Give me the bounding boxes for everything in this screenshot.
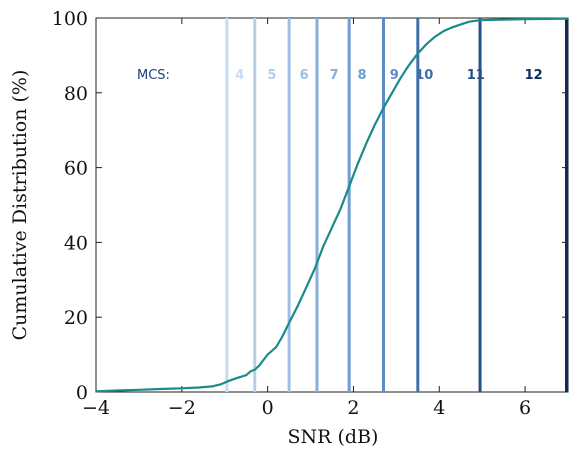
mcs-label: 9 [390, 68, 399, 83]
mcs-label: 4 [235, 68, 244, 83]
mcs-label: 8 [358, 68, 367, 83]
y-tick-label: 60 [64, 158, 88, 180]
mcs-label: 5 [267, 68, 276, 83]
mcs-label: 11 [467, 68, 485, 83]
mcs-prefix-label: MCS: [137, 68, 170, 83]
y-tick-label: 80 [64, 83, 88, 105]
cdf-line [95, 17, 569, 393]
y-tick-label: 40 [64, 232, 88, 254]
mcs-label: 10 [415, 68, 433, 83]
x-tick-label: −2 [168, 397, 196, 419]
x-tick-label: 0 [262, 397, 274, 419]
x-tick-label: −4 [82, 397, 110, 419]
x-tick-label: 6 [519, 397, 531, 419]
y-axis-title: Cumulative Distribution (%) [9, 70, 31, 341]
x-tick-label: 2 [347, 397, 359, 419]
y-tick-label: 20 [64, 307, 88, 329]
mcs-label: 7 [330, 68, 339, 83]
x-tick-label: 4 [433, 397, 445, 419]
mcs-label: 12 [525, 68, 543, 83]
mcs-label: 6 [300, 68, 309, 83]
y-tick-label: 0 [76, 382, 88, 404]
y-tick-label: 100 [52, 8, 88, 30]
x-axis-title: SNR (dB) [288, 426, 379, 448]
